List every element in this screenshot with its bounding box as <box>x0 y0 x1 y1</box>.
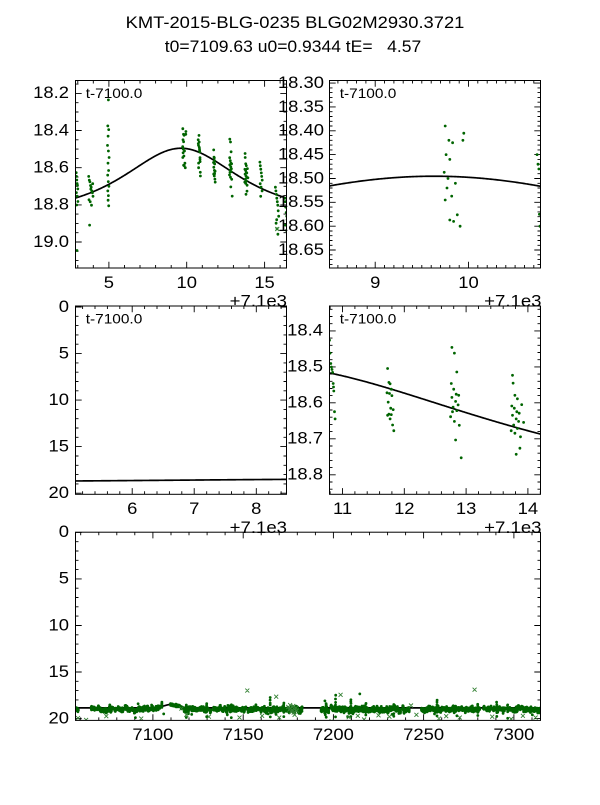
svg-text:KMT-2015-BLG-0235 BLG02M2930.3: KMT-2015-BLG-0235 BLG02M2930.3721 <box>126 13 465 32</box>
svg-text:15: 15 <box>49 662 70 681</box>
svg-text:t-7100.0: t-7100.0 <box>340 86 397 101</box>
svg-text:18.50: 18.50 <box>278 168 324 187</box>
svg-text:18.6: 18.6 <box>287 392 323 411</box>
svg-text:18.35: 18.35 <box>278 96 324 115</box>
svg-text:20: 20 <box>49 708 70 727</box>
svg-text:0: 0 <box>59 522 69 541</box>
svg-text:5: 5 <box>59 343 69 362</box>
svg-text:18.60: 18.60 <box>278 216 324 235</box>
svg-text:10: 10 <box>49 615 70 634</box>
svg-text:18.2: 18.2 <box>33 83 69 102</box>
svg-text:t-7100.0: t-7100.0 <box>340 312 397 327</box>
svg-text:+7.1e3: +7.1e3 <box>484 291 541 310</box>
svg-text:6: 6 <box>127 499 137 518</box>
svg-text:13: 13 <box>456 499 477 518</box>
svg-text:18.5: 18.5 <box>287 356 323 375</box>
svg-text:7: 7 <box>189 499 199 518</box>
svg-text:18.4: 18.4 <box>287 320 323 339</box>
svg-text:11: 11 <box>333 499 352 518</box>
svg-text:+7.1e3: +7.1e3 <box>230 518 287 537</box>
svg-text:14: 14 <box>518 499 539 518</box>
svg-text:18.65: 18.65 <box>278 240 324 259</box>
svg-text:18.30: 18.30 <box>278 73 324 92</box>
svg-text:7250: 7250 <box>403 725 444 744</box>
svg-text:15: 15 <box>254 273 275 292</box>
svg-text:7200: 7200 <box>313 725 354 744</box>
svg-text:10: 10 <box>176 273 197 292</box>
svg-text:18.8: 18.8 <box>33 194 69 213</box>
svg-text:t0=7109.63 u0=0.9344 tE= 4.5: t0=7109.63 u0=0.9344 tE= 4.57 <box>165 36 421 56</box>
svg-text:+7.1e3: +7.1e3 <box>484 518 541 537</box>
svg-text:t-7100.0: t-7100.0 <box>86 312 143 327</box>
svg-text:0: 0 <box>59 297 69 316</box>
svg-text:20: 20 <box>49 483 70 502</box>
svg-text:5: 5 <box>59 568 69 587</box>
svg-text:7150: 7150 <box>223 725 264 744</box>
svg-text:18.45: 18.45 <box>278 144 324 163</box>
svg-text:18.6: 18.6 <box>33 157 69 176</box>
svg-text:18.7: 18.7 <box>287 428 323 447</box>
svg-text:18.4: 18.4 <box>33 120 69 139</box>
svg-text:18.8: 18.8 <box>287 464 323 483</box>
svg-text:15: 15 <box>49 436 70 455</box>
svg-text:7300: 7300 <box>493 725 534 744</box>
svg-text:18.40: 18.40 <box>278 120 324 139</box>
svg-text:+7.1e3: +7.1e3 <box>230 291 287 310</box>
svg-text:10: 10 <box>458 273 479 292</box>
svg-text:8: 8 <box>251 499 261 518</box>
svg-text:18.55: 18.55 <box>278 192 324 211</box>
svg-text:7100: 7100 <box>132 725 173 744</box>
svg-text:5: 5 <box>104 273 114 292</box>
svg-text:t-7100.0: t-7100.0 <box>86 86 143 101</box>
svg-text:12: 12 <box>394 499 414 518</box>
svg-text:9: 9 <box>370 273 380 292</box>
svg-text:10: 10 <box>49 390 70 409</box>
svg-text:19.0: 19.0 <box>33 232 69 251</box>
